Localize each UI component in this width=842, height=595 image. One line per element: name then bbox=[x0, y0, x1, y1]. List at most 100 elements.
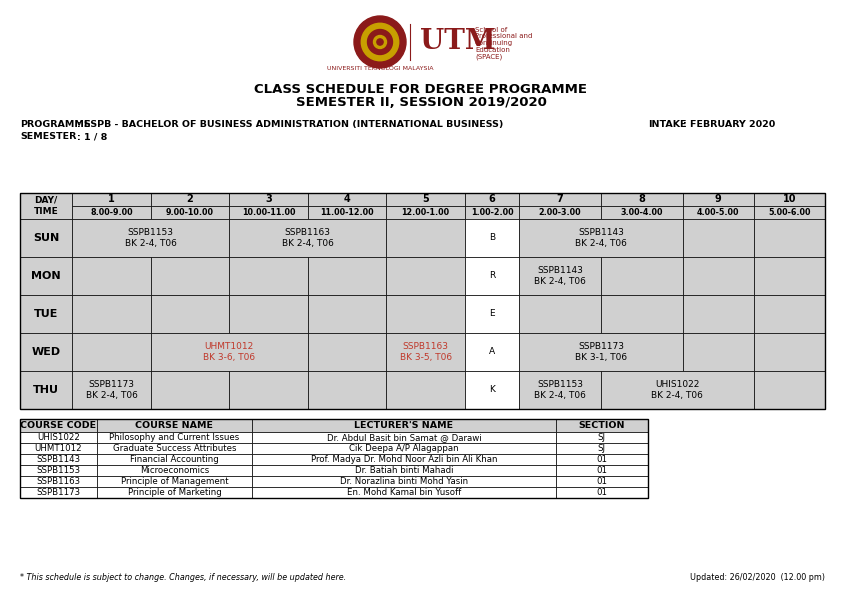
Bar bbox=[754, 206, 825, 219]
Text: 10.00-11.00: 10.00-11.00 bbox=[242, 208, 296, 217]
Bar bbox=[556, 443, 648, 454]
Bar bbox=[386, 295, 465, 333]
Text: UHIS1022: UHIS1022 bbox=[37, 433, 80, 442]
Bar bbox=[465, 219, 520, 257]
Bar bbox=[20, 487, 97, 498]
Text: 3.00-4.00: 3.00-4.00 bbox=[621, 208, 663, 217]
Text: Prof. Madya Dr. Mohd Noor Azli bin Ali Khan: Prof. Madya Dr. Mohd Noor Azli bin Ali K… bbox=[311, 455, 498, 464]
Text: K: K bbox=[489, 386, 495, 394]
Text: LECTURER'S NAME: LECTURER'S NAME bbox=[354, 421, 454, 430]
Text: Principle of Marketing: Principle of Marketing bbox=[128, 488, 221, 497]
Bar bbox=[308, 257, 386, 295]
Bar bbox=[97, 419, 253, 432]
Text: : FEBRUARY 2020: : FEBRUARY 2020 bbox=[683, 120, 775, 129]
Text: Dr. Abdul Basit bin Samat @ Darawi: Dr. Abdul Basit bin Samat @ Darawi bbox=[327, 433, 482, 442]
Text: UNIVERSITI TEKNOLOGI MALAYSIA: UNIVERSITI TEKNOLOGI MALAYSIA bbox=[327, 66, 434, 71]
Bar bbox=[20, 419, 97, 432]
Bar bbox=[97, 476, 253, 487]
Bar bbox=[97, 465, 253, 476]
Bar bbox=[556, 487, 648, 498]
Bar bbox=[20, 443, 97, 454]
Text: A: A bbox=[489, 347, 495, 356]
Text: SSPB1153
BK 2-4, T06: SSPB1153 BK 2-4, T06 bbox=[125, 228, 177, 248]
Bar bbox=[253, 419, 556, 432]
Bar bbox=[20, 219, 72, 257]
Bar bbox=[308, 333, 386, 371]
Text: SSPB1143
BK 2-4, T06: SSPB1143 BK 2-4, T06 bbox=[534, 266, 586, 286]
Bar bbox=[97, 432, 253, 443]
Text: 6: 6 bbox=[488, 195, 495, 205]
Circle shape bbox=[367, 30, 392, 55]
Text: TUE: TUE bbox=[34, 309, 58, 319]
Bar bbox=[683, 219, 754, 257]
Bar bbox=[253, 465, 556, 476]
Text: Education: Education bbox=[475, 46, 510, 52]
Text: SSPB1153
BK 2-4, T06: SSPB1153 BK 2-4, T06 bbox=[534, 380, 586, 400]
Text: R: R bbox=[489, 271, 495, 280]
Bar bbox=[754, 257, 825, 295]
Text: 5: 5 bbox=[423, 195, 429, 205]
Text: 2: 2 bbox=[187, 195, 194, 205]
Bar bbox=[556, 454, 648, 465]
Text: PROGRAMME: PROGRAMME bbox=[20, 120, 90, 129]
Text: (SPACE): (SPACE) bbox=[475, 53, 502, 60]
Text: SSPB1173: SSPB1173 bbox=[36, 488, 80, 497]
Bar bbox=[151, 333, 308, 371]
Text: Principle of Management: Principle of Management bbox=[120, 477, 228, 486]
Bar bbox=[465, 371, 520, 409]
Text: 7: 7 bbox=[557, 195, 563, 205]
Bar bbox=[308, 295, 386, 333]
Text: SSPB1163
BK 2-4, T06: SSPB1163 BK 2-4, T06 bbox=[282, 228, 333, 248]
Bar bbox=[465, 333, 520, 371]
Bar bbox=[97, 454, 253, 465]
Text: 9.00-10.00: 9.00-10.00 bbox=[166, 208, 214, 217]
Circle shape bbox=[361, 23, 399, 61]
Text: Financial Accounting: Financial Accounting bbox=[131, 455, 219, 464]
Text: Philosophy and Current Issues: Philosophy and Current Issues bbox=[109, 433, 240, 442]
Bar bbox=[556, 465, 648, 476]
Text: SJ: SJ bbox=[598, 444, 606, 453]
Bar bbox=[20, 476, 97, 487]
Bar bbox=[229, 206, 308, 219]
Text: 5.00-6.00: 5.00-6.00 bbox=[768, 208, 811, 217]
Bar bbox=[151, 206, 229, 219]
Text: COURSE NAME: COURSE NAME bbox=[136, 421, 214, 430]
Text: 8.00-9.00: 8.00-9.00 bbox=[90, 208, 133, 217]
Text: E: E bbox=[489, 309, 495, 318]
Circle shape bbox=[377, 39, 383, 45]
Text: 1: 1 bbox=[109, 195, 115, 205]
Text: 9: 9 bbox=[715, 195, 722, 205]
Bar bbox=[601, 257, 683, 295]
Text: SSPB1143: SSPB1143 bbox=[36, 455, 80, 464]
Text: 11.00-12.00: 11.00-12.00 bbox=[320, 208, 374, 217]
Circle shape bbox=[374, 36, 386, 49]
Bar bbox=[151, 257, 229, 295]
Bar bbox=[229, 257, 308, 295]
Text: Dr. Norazlina binti Mohd Yasin: Dr. Norazlina binti Mohd Yasin bbox=[340, 477, 468, 486]
Text: Professional and: Professional and bbox=[475, 33, 532, 39]
Bar bbox=[386, 193, 465, 206]
Text: UTM: UTM bbox=[420, 28, 495, 55]
Bar bbox=[97, 487, 253, 498]
Bar bbox=[151, 371, 229, 409]
Bar bbox=[72, 295, 151, 333]
Text: 4: 4 bbox=[344, 195, 350, 205]
Bar bbox=[308, 206, 386, 219]
Bar bbox=[520, 371, 601, 409]
Text: CLASS SCHEDULE FOR DEGREE PROGRAMME: CLASS SCHEDULE FOR DEGREE PROGRAMME bbox=[254, 83, 588, 96]
Bar bbox=[20, 419, 648, 498]
Text: SUN: SUN bbox=[33, 233, 59, 243]
Text: 3: 3 bbox=[265, 195, 272, 205]
Text: SSPB1153: SSPB1153 bbox=[36, 466, 80, 475]
Text: WED: WED bbox=[32, 347, 61, 357]
Bar bbox=[601, 193, 683, 206]
Bar bbox=[465, 257, 520, 295]
Bar bbox=[151, 295, 229, 333]
Text: DAY/
TIME: DAY/ TIME bbox=[34, 196, 59, 216]
Bar bbox=[386, 206, 465, 219]
Bar bbox=[754, 219, 825, 257]
Text: 01: 01 bbox=[596, 455, 607, 464]
Text: 2.00-3.00: 2.00-3.00 bbox=[539, 208, 582, 217]
Text: SEMESTER: SEMESTER bbox=[20, 132, 77, 141]
Text: 01: 01 bbox=[596, 466, 607, 475]
